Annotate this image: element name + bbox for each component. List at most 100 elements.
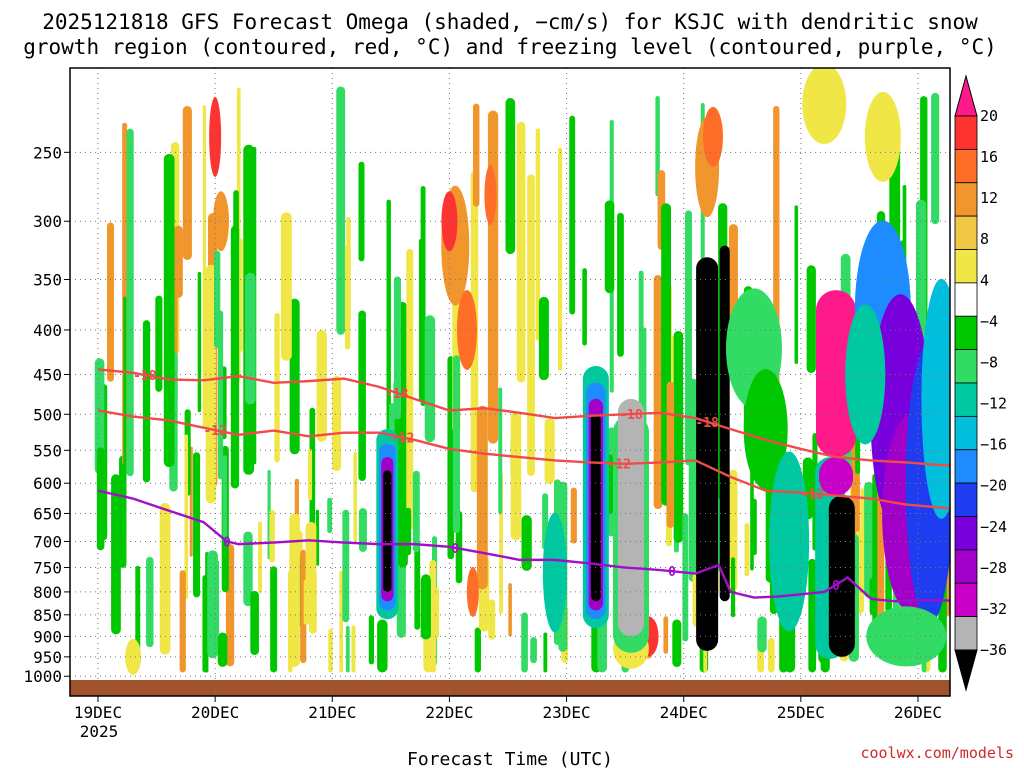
y-tick-label: 400 (33, 321, 62, 340)
omega-streak (472, 103, 480, 207)
omega-warm-patch (484, 165, 497, 226)
omega-streak (94, 358, 105, 474)
omega-streak (159, 502, 171, 655)
omega-streak (230, 225, 240, 489)
omega-streak (412, 470, 420, 553)
omega-warm-patch (702, 106, 723, 167)
omega-streak (406, 248, 414, 531)
omega-streak (663, 616, 669, 654)
omega-streak (215, 560, 220, 637)
contour-label: -18 (619, 408, 643, 423)
omega-streak (688, 378, 698, 582)
contour-label: -12 (391, 431, 414, 446)
omega-streak (794, 205, 799, 365)
omega-streak (521, 515, 532, 571)
terrain-strip (70, 680, 950, 696)
y-tick-label: 650 (33, 504, 62, 523)
x-axis-label: Forecast Time (UTC) (407, 749, 613, 768)
omega-streak (345, 625, 350, 673)
omega-streak (353, 451, 357, 542)
contour-label: -18 (695, 416, 719, 431)
y-tick-label: 1000 (23, 667, 62, 686)
omega-streak (368, 615, 375, 665)
omega-column-25dec (818, 457, 853, 496)
omega-streak (476, 405, 488, 590)
omega-streak (527, 174, 535, 476)
omega-streak (96, 447, 105, 551)
omega-streak (205, 264, 217, 504)
omega-column-24dec (696, 257, 719, 651)
omega-warm-patch (864, 91, 901, 182)
omega-shading (94, 68, 950, 675)
plot-frame (69, 67, 951, 697)
omega-streak (666, 381, 675, 528)
x-tick-label: 19DEC (74, 703, 122, 722)
x-tick-label: 26DEC (894, 703, 942, 722)
contour-label: 0 (832, 579, 840, 594)
omega-streak (569, 115, 576, 315)
omega-streak (287, 570, 293, 673)
colorbar-swatch (954, 115, 978, 150)
omega-streak (305, 522, 317, 589)
y-tick-label: 300 (33, 212, 62, 231)
x-year-label: 2025 (80, 722, 119, 741)
omega-streak (123, 296, 127, 542)
colorbar-label: −24 (980, 518, 1007, 536)
omega-descent-patch (542, 512, 567, 633)
omega-descent-patch (921, 278, 950, 519)
colorbar-swatch (954, 382, 978, 417)
omega-streak (673, 331, 684, 543)
omega-streak (351, 625, 356, 673)
omega-streak (386, 199, 391, 450)
omega-streak (557, 147, 563, 371)
omega-streak (111, 474, 121, 635)
colorbar-swatch (954, 282, 978, 317)
omega-streak (106, 222, 115, 382)
credit-text: coolwx.com/models (860, 744, 1014, 762)
omega-streak (182, 105, 192, 260)
omega-streak (521, 612, 528, 673)
omega-streak (217, 632, 228, 667)
omega-streak (487, 110, 499, 444)
omega-column-24dec (617, 398, 644, 637)
omega-streak (730, 557, 736, 618)
omega-streak (339, 570, 344, 673)
colorbar-swatch (954, 616, 978, 651)
omega-streak (535, 128, 541, 341)
omega-streak (315, 509, 320, 566)
plot-area: -18 -18 -18 -18 -12 -12 -12 -12 0 0 0 0 (70, 68, 950, 696)
omega-streak (358, 508, 367, 552)
contour-label: -18 (133, 369, 157, 384)
x-axis: 19DEC 20DEC 21DEC 22DEC 23DEC 24DEC 25DEC 26DEC (74, 696, 942, 722)
omega-streak (344, 244, 351, 350)
omega-streak (258, 521, 262, 593)
contour--12 (97, 409, 950, 510)
omega-streak (751, 498, 757, 556)
colorbar-label: −28 (980, 559, 1007, 577)
omega-streak (269, 510, 275, 563)
omega-streak (193, 452, 201, 598)
colorbar-swatch (954, 516, 978, 551)
omega-streak (538, 296, 549, 381)
contour-0 (97, 489, 950, 603)
chart-title-line-1: 2025121818 GFS Forecast Omega (shaded, −… (42, 10, 978, 34)
omega-streak (243, 531, 253, 607)
omega-streak (744, 523, 750, 577)
y-tick-label: 550 (33, 441, 62, 460)
colorbar: 20 16 12 8 4 −4 −8 −12 −16 −20 −24 −28 −32 −36 (954, 74, 1007, 692)
omega-streak (274, 312, 280, 463)
y-tick-label: 900 (33, 627, 62, 646)
contour-label: -12 (203, 424, 226, 439)
omega-streak (418, 238, 424, 401)
contour--18 (97, 368, 950, 467)
colorbar-label: −20 (980, 477, 1007, 495)
omega-streak (530, 637, 537, 664)
omega-streak (328, 628, 333, 673)
y-tick-label: 500 (33, 405, 62, 424)
omega-streak (336, 86, 346, 335)
colorbar-swatch (954, 415, 978, 451)
omega-streak (202, 105, 206, 428)
omega-streak (179, 570, 186, 673)
omega-streak (332, 375, 342, 472)
omega-streak (245, 272, 256, 405)
